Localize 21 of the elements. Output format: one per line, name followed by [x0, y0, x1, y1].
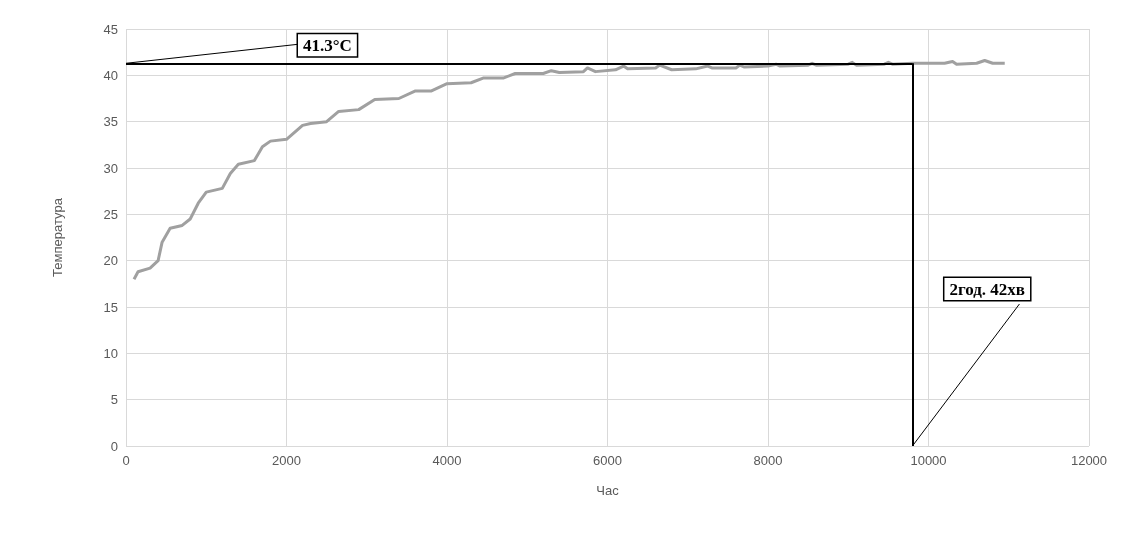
y-tick-label: 20 [103, 253, 118, 269]
y-tick-label: 40 [103, 67, 118, 83]
x-tick-label: 10000 [910, 453, 947, 468]
y-tick-label: 45 [103, 21, 118, 37]
x-tick-label: 0 [122, 453, 130, 468]
ref-line-label: 41.3°C [303, 36, 352, 56]
y-tick-label: 10 [103, 345, 118, 361]
y-tick-label: 25 [103, 206, 118, 222]
y-tick-label: 0 [110, 438, 118, 454]
y-tick-label: 15 [103, 299, 118, 315]
y-tick-label: 35 [103, 114, 118, 130]
y-tick-label: 5 [110, 392, 118, 408]
ref-line-label: 2год. 42хв [949, 280, 1026, 299]
x-tick-label: 12000 [1070, 453, 1108, 468]
y-tick-label: 30 [103, 160, 118, 176]
x-tick-label: 8000 [753, 453, 783, 468]
x-axis-title: Час [596, 483, 620, 498]
x-tick-label: 2000 [272, 453, 301, 468]
y-axis-title: Температура [50, 197, 65, 277]
x-tick-label: 6000 [593, 453, 622, 468]
x-tick-label: 4000 [432, 453, 462, 468]
